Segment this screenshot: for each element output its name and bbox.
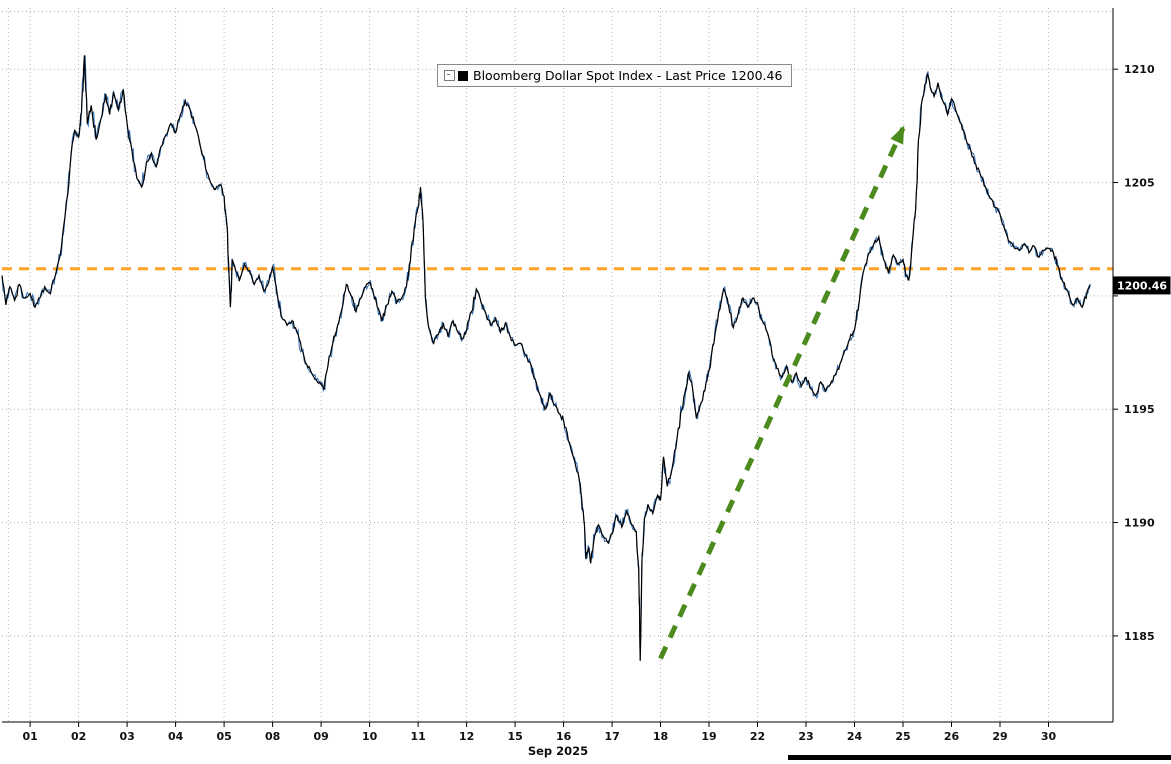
price-line <box>1 55 1091 661</box>
x-tick-label: 17 <box>604 730 619 743</box>
annotation-arrow <box>658 125 906 660</box>
legend-value: 1200.46 <box>730 68 783 83</box>
last-price-badge <box>1113 276 1171 295</box>
x-tick-label: 05 <box>216 730 231 743</box>
x-axis-title: Sep 2025 <box>528 744 588 758</box>
x-tick-label: 18 <box>653 730 668 743</box>
x-tick-label: 29 <box>992 730 1007 743</box>
chart-legend[interactable]: Bloomberg Dollar Spot Index - Last Price… <box>437 64 793 87</box>
y-tick-label: 1205 <box>1124 177 1155 190</box>
x-tick-label: 23 <box>798 730 813 743</box>
y-tick-label: 1195 <box>1124 403 1155 416</box>
x-tick-label: 22 <box>750 730 765 743</box>
x-tick-label: 12 <box>459 730 474 743</box>
x-tick-label: 19 <box>701 730 716 743</box>
legend-label: Bloomberg Dollar Spot Index - Last Price <box>473 68 726 83</box>
y-tick-label: 1190 <box>1124 517 1155 530</box>
x-tick-label: 04 <box>168 730 184 743</box>
x-tick-label: 26 <box>944 730 960 743</box>
x-tick-label: 25 <box>895 730 910 743</box>
x-tick-label: 11 <box>410 730 425 743</box>
x-tick-label: 16 <box>556 730 572 743</box>
x-tick-label: 10 <box>362 730 378 743</box>
bottom-bar <box>788 755 1171 760</box>
y-tick-label: 1210 <box>1124 63 1155 76</box>
legend-checkbox-icon[interactable] <box>444 70 455 81</box>
price-line-shadow <box>1 54 1091 661</box>
last-price-badge-text: 1200.46 <box>1117 279 1167 292</box>
x-tick-label: 03 <box>119 730 134 743</box>
gridlines <box>2 8 1113 722</box>
x-tick-label: 01 <box>22 730 37 743</box>
y-tick-label: 1185 <box>1124 630 1155 643</box>
x-tick-label: 09 <box>313 730 328 743</box>
x-tick-label: 08 <box>265 730 280 743</box>
x-tick-label: 02 <box>71 730 86 743</box>
legend-series-swatch-icon <box>458 70 468 81</box>
x-tick-label: 30 <box>1041 730 1057 743</box>
x-tick-label: 15 <box>507 730 522 743</box>
x-tick-label: 24 <box>847 730 863 743</box>
